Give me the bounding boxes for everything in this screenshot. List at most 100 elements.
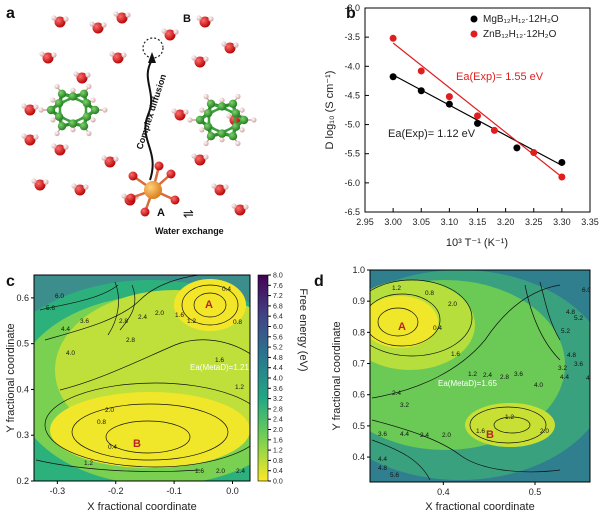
water-oxygen: [116, 12, 128, 24]
water-oxygen: [112, 52, 124, 64]
cluster-hydrogen: [90, 97, 96, 103]
borohydride-cluster: [38, 83, 108, 137]
cluster-hydrogen: [86, 130, 92, 137]
water-hydrogen: [21, 103, 27, 109]
ytick-label: 0.3: [16, 430, 29, 440]
cluster-boron: [68, 119, 78, 128]
water-hydrogen: [226, 113, 232, 119]
ytick-label: -4.0: [344, 61, 360, 71]
colorbar-tick-label: 5.2: [273, 345, 283, 352]
water-oxygen: [214, 184, 226, 196]
water-hydrogen: [233, 42, 239, 48]
contour-label: 2.8: [119, 318, 128, 325]
ligand-oxygen: [154, 161, 164, 171]
contour-label: 1.2: [84, 460, 93, 467]
cluster-boron: [79, 89, 89, 99]
data-point-0: [445, 100, 453, 108]
cluster-hydrogen: [235, 93, 241, 100]
contour-label: 3.6: [514, 371, 523, 378]
colorbar-tick-label: 0.4: [273, 468, 283, 475]
contour-labels-d: 1.20.82.00.41.61.2 2.4 2.8 3.64.04.45.24.82…: [378, 285, 590, 482]
colorbar-tick-label: 0.0: [273, 479, 283, 486]
water-hydrogen: [231, 203, 237, 209]
contour-label: 2.4: [420, 432, 429, 439]
cluster-boron: [54, 99, 64, 108]
colorbar: [257, 274, 269, 482]
contour-label: 1.2: [468, 371, 477, 378]
contour-label: 3.6: [80, 318, 89, 325]
water-hydrogen: [109, 51, 115, 57]
water-oxygen: [76, 72, 88, 84]
cluster-hydrogen: [199, 127, 205, 133]
water-oxygen: [104, 156, 116, 168]
xtick-label: 2.95: [356, 217, 374, 227]
xtick-label: 3.20: [497, 217, 515, 227]
water-hydrogen: [221, 41, 227, 47]
contour-label: 0.8: [425, 290, 434, 297]
colorbar-tick-label: 2.8: [273, 406, 283, 413]
cluster-hydrogen: [203, 93, 209, 100]
data-point-0: [417, 87, 425, 95]
water-hydrogen: [33, 104, 39, 110]
colorbar-tick-label: 4.4: [273, 365, 283, 372]
contour-label: 3.6: [378, 431, 387, 438]
water-hydrogen: [191, 153, 197, 159]
water-hydrogen: [208, 16, 214, 22]
water-hydrogen: [85, 72, 91, 78]
heatmap-c-basin-a: [174, 279, 246, 331]
ligand-oxygen: [166, 169, 176, 179]
contour-label: 5.2: [561, 328, 570, 335]
ytick-label: -6.0: [344, 178, 360, 188]
contour-label: 1.2: [392, 285, 401, 292]
ytick-label: 0.5: [16, 339, 29, 349]
ytick-label: -5.5: [344, 149, 360, 159]
legend-marker-zn: [470, 30, 478, 38]
colorbar-tick-label: 1.2: [273, 448, 283, 455]
water-oxygen: [199, 16, 211, 28]
water-hydrogen: [63, 144, 69, 150]
ytick-label: -5.0: [344, 120, 360, 130]
water-hydrogen: [73, 71, 79, 77]
cluster-boron: [46, 105, 56, 115]
water-hydrogen: [191, 55, 197, 61]
colorbar-tick-label: 7.2: [273, 293, 283, 300]
ytick-label: -3.0: [344, 3, 360, 13]
contour-labels-c: 0.40.81.21.62.02.42.83.64.04.45.66.00.40…: [46, 286, 245, 475]
annotation-mg: Ea(Exp)= 1.12 eV: [388, 128, 476, 140]
cluster-hydrogen: [90, 117, 96, 123]
data-point-1: [558, 173, 566, 181]
borohydride-cluster: [187, 93, 257, 147]
cluster-hydrogen: [50, 97, 56, 103]
water-hydrogen: [183, 109, 189, 115]
panel-d: d 1.20.82.00.41.61.2 2.4 2.8 3.64.04.45.2: [314, 265, 591, 513]
cluster-hydrogen: [54, 130, 60, 137]
contour-label: 4.4: [560, 374, 569, 381]
ytick-label: 0.4: [16, 384, 29, 394]
contour-label: 1.2: [187, 318, 196, 325]
panel-c: c 0.40.81.21.62.02.42.83.64.0: [5, 273, 309, 514]
contour-label: 2.0: [442, 432, 451, 439]
contour-label: 0.4: [433, 325, 442, 332]
water-oxygen: [92, 22, 104, 34]
water-hydrogen: [243, 204, 249, 210]
minimum-b-label-d: B: [486, 429, 494, 441]
water-oxygen: [164, 29, 176, 41]
contour-label: 1.2: [235, 384, 244, 391]
cluster-boron: [57, 121, 67, 131]
cluster-hydrogen: [187, 117, 193, 123]
colorbar-tick-label: 3.2: [273, 396, 283, 403]
xtick-label: 0.4: [437, 487, 450, 497]
cluster-hydrogen: [54, 83, 60, 90]
colorbar-tick-label: 6.8: [273, 303, 283, 310]
plot-d-ylabel: Y fractional coordinate: [331, 321, 343, 430]
ligand-oxygen: [140, 207, 150, 217]
heatmap-c-level-4: [50, 392, 250, 468]
cluster-boron: [239, 115, 249, 125]
cluster-hydrogen: [251, 117, 257, 123]
xtick-label: 3.05: [412, 217, 430, 227]
water-hydrogen: [196, 15, 202, 21]
plot-b-legend: MgB₁₂H₁₂·12H₂O ZnB₁₂H₁₂·12H₂O: [470, 14, 559, 40]
colorbar-tick-label: 2.0: [273, 427, 283, 434]
complex-diffusion-label: Complex diffusion: [134, 73, 168, 151]
